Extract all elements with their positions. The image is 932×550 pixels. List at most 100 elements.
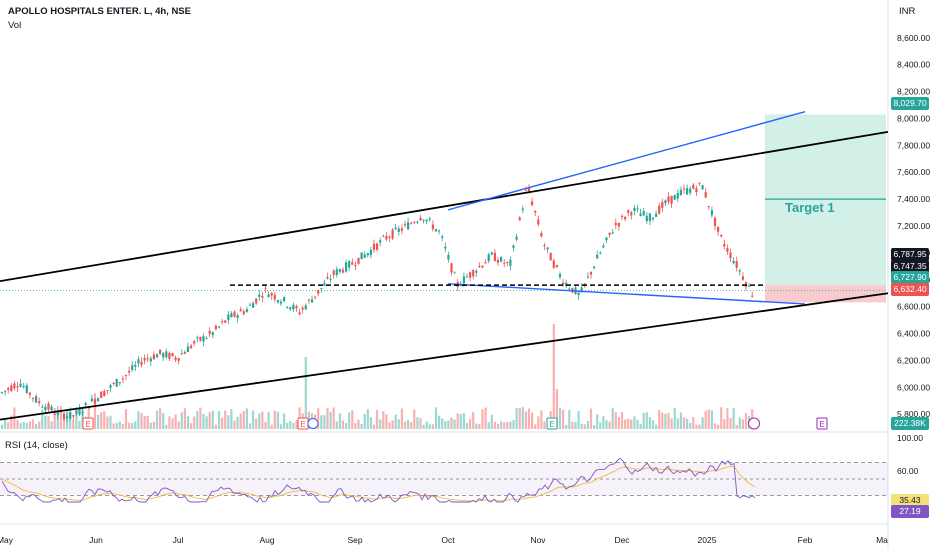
rsi-indicator-label: RSI (14, close) <box>5 440 68 451</box>
candle-body <box>100 391 103 398</box>
candle-body <box>224 320 227 323</box>
time-axis-label: Jul <box>173 535 184 545</box>
volume-bar <box>512 419 515 429</box>
volume-bar <box>134 421 137 429</box>
volume-bar <box>59 411 62 429</box>
candle-body <box>568 288 571 290</box>
volume-bar <box>7 422 10 429</box>
volume-bar <box>196 411 199 429</box>
candle-body <box>692 184 695 189</box>
volume-bar <box>645 412 648 429</box>
volume-bar <box>562 409 565 429</box>
volume-bar <box>682 417 686 429</box>
candle-body <box>713 217 717 226</box>
candle-body <box>273 295 276 300</box>
volume-indicator-label: Vol <box>8 20 22 31</box>
volume-bar <box>410 422 413 429</box>
volume-bar <box>261 411 264 429</box>
candle-body <box>137 359 140 364</box>
price-axis-tick: 5,800.00 <box>897 409 930 419</box>
candle-body <box>140 361 143 366</box>
candle-body <box>242 311 245 315</box>
volume-bar <box>214 424 217 429</box>
volume-bar <box>720 407 723 429</box>
candle-body <box>642 211 645 216</box>
candle-body <box>363 254 366 258</box>
volume-bar <box>357 419 360 429</box>
volume-bar <box>174 414 177 429</box>
candle-body <box>620 215 624 217</box>
volume-bar <box>571 421 574 429</box>
volume-bar <box>481 409 484 429</box>
candle-body <box>670 195 673 204</box>
candle-body <box>376 243 379 250</box>
rsi-axis-tick: 100.00 <box>897 433 923 443</box>
currency-label: INR <box>899 6 916 17</box>
volume-bar <box>56 414 59 429</box>
candle-body <box>537 219 540 225</box>
time-axis-label: Ma <box>876 535 888 545</box>
volume-bar <box>124 409 128 429</box>
volume-bar <box>224 410 227 429</box>
candle-body <box>289 307 292 310</box>
candle-body <box>565 282 568 286</box>
volume-bar <box>416 417 419 429</box>
candle-body <box>22 386 25 388</box>
volume-bar <box>503 422 506 429</box>
volume-bar <box>611 408 614 429</box>
price-axis-tick: 6,000.00 <box>897 382 930 392</box>
volume-bar <box>586 420 589 429</box>
volume-bar <box>744 413 748 429</box>
candle-body <box>636 208 639 210</box>
volume-bar <box>320 415 323 429</box>
volume-bar <box>428 424 431 429</box>
candle-body <box>66 416 69 419</box>
candle-body <box>382 235 385 237</box>
candle-body <box>583 283 586 285</box>
candle-body <box>279 301 283 304</box>
volume-bar <box>366 409 369 429</box>
candle-body <box>512 245 515 248</box>
volume-bar <box>583 424 586 429</box>
candle-body <box>419 217 422 221</box>
volume-bar <box>431 424 434 429</box>
candle-body <box>335 269 338 276</box>
volume-bar <box>255 418 258 429</box>
time-axis-label: Feb <box>798 535 813 545</box>
volume-bar <box>676 418 679 429</box>
candle-body <box>518 217 521 221</box>
volume-bar <box>651 420 655 429</box>
trendline-lower-blue <box>447 283 806 305</box>
candle-body <box>134 364 137 367</box>
time-axis-label: Oct <box>441 535 455 545</box>
candle-body <box>506 261 509 263</box>
candle-body <box>655 213 658 217</box>
candle-body <box>283 297 286 302</box>
tag-level-b: 6,747.35 <box>891 260 929 273</box>
candle-body <box>487 254 490 262</box>
candle-body <box>81 412 84 414</box>
volume-bar <box>397 419 400 429</box>
volume-bar <box>31 419 35 429</box>
candle-body <box>270 293 273 296</box>
candle-body <box>589 271 593 275</box>
candle-body <box>165 351 168 358</box>
candle-body <box>351 262 354 265</box>
candle-body <box>596 254 599 259</box>
volume-bar <box>407 419 410 429</box>
volume-bar <box>667 412 670 429</box>
volume-bar <box>658 409 661 429</box>
volume-bar <box>180 412 183 429</box>
volume-bar <box>552 324 555 429</box>
volume-bar <box>524 411 527 429</box>
candle-body <box>261 296 264 298</box>
volume-bar <box>726 408 729 429</box>
candle-body <box>199 337 202 341</box>
candle-body <box>354 264 357 267</box>
candle-body <box>31 397 35 399</box>
volume-bar <box>69 407 72 429</box>
volume-bar <box>710 410 713 429</box>
candle-body <box>379 240 382 243</box>
candle-body <box>707 206 710 208</box>
